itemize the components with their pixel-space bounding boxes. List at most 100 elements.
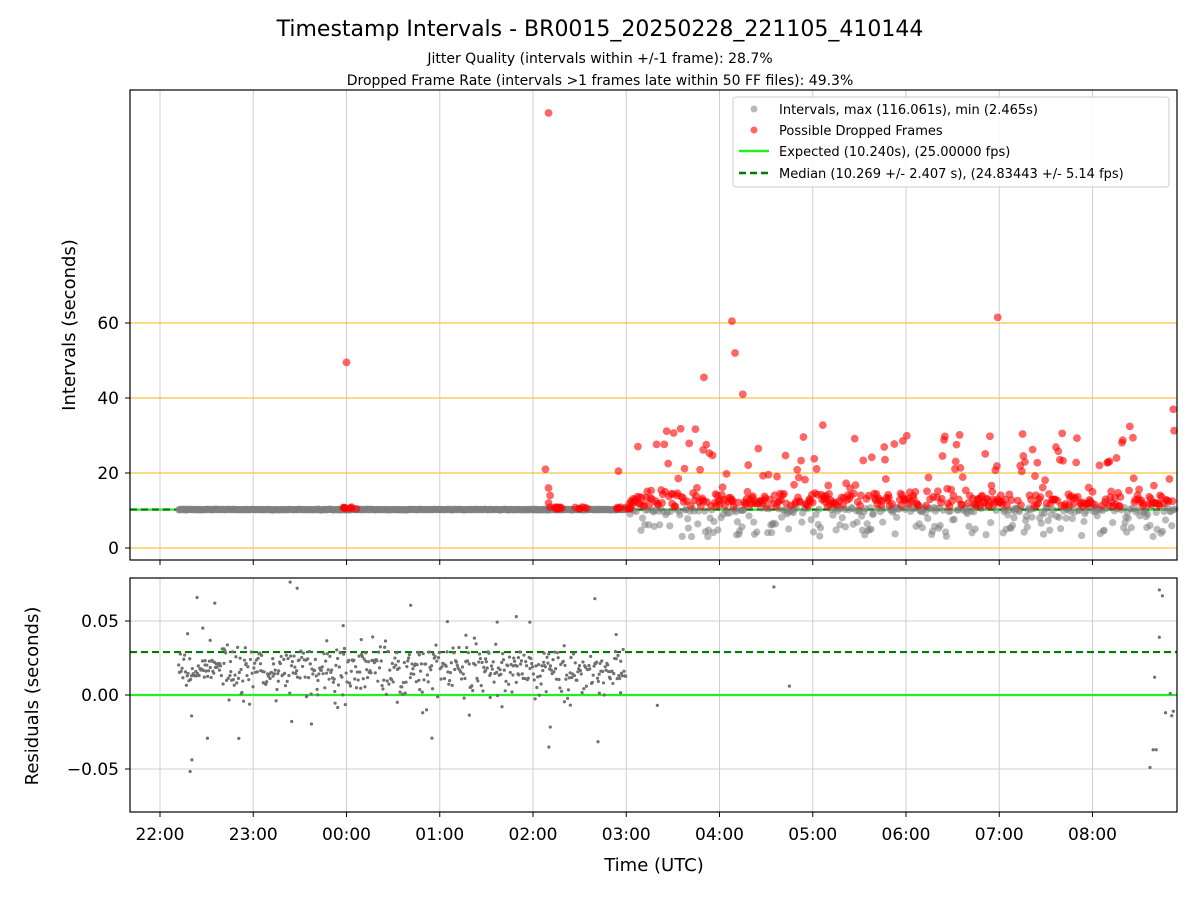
dropped-frame-point [1017, 501, 1025, 510]
dropped-frame-point [693, 483, 701, 492]
residual-point [482, 665, 486, 669]
residual-point [240, 690, 244, 695]
residual-point [230, 650, 235, 654]
intervals-y-tick-label: 60 [97, 314, 119, 334]
residual-point [1148, 765, 1152, 770]
residual-point [252, 666, 256, 670]
residual-point [222, 661, 226, 665]
residual-point [306, 657, 310, 661]
residual-point [210, 658, 214, 662]
residual-point [309, 722, 314, 726]
residual-point [361, 677, 365, 681]
residual-point [435, 659, 439, 663]
interval-point [753, 528, 761, 536]
residual-point [431, 652, 435, 656]
residual-point [315, 687, 319, 691]
residual-point [342, 652, 346, 656]
residual-point [559, 662, 563, 667]
intervals-y-tick-label: 40 [97, 389, 119, 409]
dropped-frame-point [342, 358, 351, 367]
residual-point [483, 657, 488, 661]
interval-point [1152, 508, 1160, 517]
residual-point [587, 663, 591, 668]
dropped-frame-point [764, 470, 773, 479]
residual-point [218, 664, 223, 668]
interval-point [666, 522, 674, 530]
residual-point [495, 693, 500, 698]
residual-point [613, 649, 618, 654]
dropped-frame-point [658, 499, 666, 507]
residual-point [228, 659, 233, 664]
dropped-frame-point [885, 493, 893, 502]
residual-point [528, 666, 532, 671]
residual-point [334, 663, 338, 667]
interval-point [798, 518, 806, 526]
residual-point [568, 671, 572, 675]
residual-point [404, 680, 408, 684]
dropped-frame-point [1003, 501, 1011, 510]
interval-point [971, 525, 979, 533]
residual-point [417, 678, 421, 682]
dropped-frame-point [881, 455, 889, 464]
interval-point [687, 532, 696, 541]
residual-point [320, 665, 324, 669]
residual-point [465, 659, 470, 663]
residual-point [772, 585, 776, 589]
dropped-frame-point [702, 440, 711, 449]
residual-point [612, 671, 616, 676]
dropped-frame-point [958, 473, 967, 482]
residual-point [555, 651, 559, 655]
x-tick-label: 22:00 [136, 825, 185, 845]
residual-point [499, 672, 503, 676]
residual-point [578, 668, 583, 673]
dropped-frame-point [541, 465, 550, 474]
residual-point [429, 668, 433, 672]
residual-point [573, 661, 577, 665]
dropped-frame-point [676, 424, 685, 433]
residual-point [188, 769, 192, 774]
dropped-frame-point [552, 504, 561, 513]
residual-point [206, 669, 211, 673]
residual-point [511, 673, 515, 677]
dropped-frame-point [988, 487, 997, 496]
residual-point [570, 675, 574, 680]
dropped-frame-point [546, 491, 554, 500]
residual-point [495, 670, 499, 674]
dropped-frame-point [856, 501, 865, 510]
residual-point [313, 657, 318, 661]
residual-point [614, 657, 618, 661]
dropped-frame-point [949, 491, 958, 500]
residual-point [268, 676, 272, 681]
residual-point [184, 683, 188, 687]
residual-point [564, 677, 568, 681]
dropped-frame-point [952, 440, 961, 449]
residual-point [514, 680, 518, 685]
residual-point [471, 688, 475, 693]
residual-point [356, 678, 360, 682]
residual-point [335, 648, 339, 652]
dropped-frame-point [993, 313, 1002, 322]
interval-point [965, 522, 973, 530]
interval-point [1039, 530, 1048, 538]
interval-point [950, 515, 958, 524]
residual-point [506, 664, 510, 668]
dropped-frame-point [981, 449, 990, 458]
dropped-frame-point [731, 349, 739, 357]
residual-point [459, 677, 464, 681]
residual-point [430, 664, 434, 668]
residual-point [251, 685, 255, 689]
residual-point [439, 677, 443, 681]
residual-point [298, 676, 302, 680]
residual-point [247, 678, 251, 682]
residual-point [787, 684, 792, 688]
dropped-frame-point [1036, 493, 1045, 502]
interval-point [1068, 515, 1076, 523]
residual-point [333, 701, 337, 705]
residual-point [386, 649, 390, 654]
residual-point [383, 645, 387, 649]
residual-point [369, 671, 373, 675]
residual-point [336, 705, 340, 710]
dropped-frame-point [1054, 447, 1063, 456]
residual-point [328, 654, 332, 658]
dropped-frame-point [923, 487, 931, 496]
